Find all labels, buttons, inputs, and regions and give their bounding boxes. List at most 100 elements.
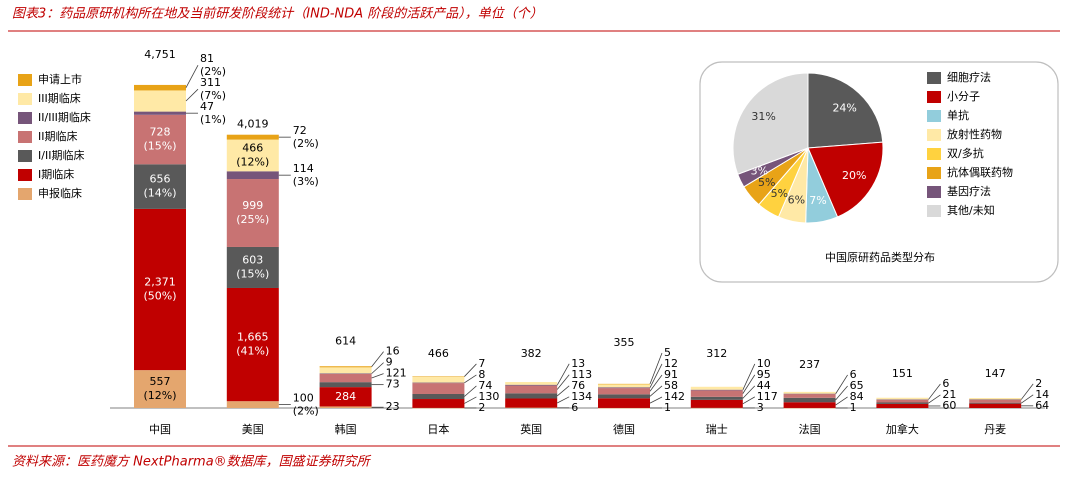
- leader-line: [649, 352, 663, 385]
- value-label: 121: [386, 367, 407, 380]
- legend-swatch: [18, 150, 32, 162]
- value-label: 60: [942, 399, 956, 412]
- bar-segment: [134, 164, 186, 209]
- value-label: 84: [850, 390, 864, 403]
- value-label: 7: [478, 357, 485, 370]
- page-title: 图表3：药品原研机构所在地及当前研发阶段统计（IND-NDA 阶段的活跃产品），…: [12, 6, 543, 22]
- legend-label: 基因疗法: [947, 184, 991, 198]
- bar-segment: [783, 407, 836, 409]
- bar-segment: [319, 366, 372, 368]
- bar-segment: [690, 407, 743, 409]
- x-tick-label: 法国: [799, 422, 821, 436]
- share-label: (25%): [236, 213, 269, 226]
- leader-line: [185, 64, 199, 88]
- bar-segment: [598, 387, 650, 389]
- legend-swatch: [927, 129, 941, 141]
- value-label: 76: [571, 379, 585, 392]
- bar-segment: [969, 399, 1022, 403]
- legend-swatch: [18, 169, 32, 181]
- bar-segment: [505, 384, 558, 386]
- bar-segment: [226, 171, 279, 180]
- bar-segment: [783, 394, 836, 398]
- bar-segment: [134, 370, 186, 408]
- bar-segment: [690, 389, 743, 391]
- legend-swatch: [18, 131, 32, 143]
- share-label: (2%): [200, 65, 226, 78]
- legend-swatch: [927, 72, 941, 84]
- leader-line: [371, 362, 384, 374]
- bar-segment: [412, 376, 465, 377]
- value-label: 3: [757, 401, 764, 414]
- x-tick-label: 丹麦: [984, 423, 1006, 436]
- legend-swatch: [18, 93, 32, 105]
- total-label: 151: [892, 367, 913, 380]
- share-label: (50%): [143, 290, 176, 303]
- bar-segment: [969, 403, 1022, 408]
- bar-segment: [412, 382, 465, 384]
- legend-label: 申报临床: [38, 186, 82, 200]
- bar-segment: [226, 401, 279, 408]
- legend-label: 抗体偶联药物: [947, 165, 1013, 179]
- bar-segment: [969, 398, 1022, 400]
- value-label: 13: [571, 357, 585, 370]
- value-label: 65: [850, 379, 864, 392]
- legend-swatch: [927, 148, 941, 160]
- leader-line: [185, 88, 199, 102]
- value-label: 130: [478, 390, 499, 403]
- bar-segment: [226, 287, 279, 402]
- total-label: 466: [428, 347, 449, 360]
- leader-line: [742, 396, 755, 405]
- leader-line: [649, 396, 663, 404]
- share-label: (3%): [293, 175, 319, 188]
- bar-segment: [134, 111, 186, 115]
- pie-label: 5%: [758, 176, 775, 189]
- bar-segment: [226, 134, 279, 140]
- leader-line: [835, 385, 848, 401]
- x-tick-label: 韩国: [335, 422, 357, 436]
- value-label: 1: [850, 401, 857, 414]
- bar-segment: [783, 397, 836, 403]
- value-label: 12: [664, 357, 678, 370]
- leader-line: [464, 396, 477, 404]
- bar-segment: [598, 394, 650, 399]
- legend-label: 申请上市: [38, 72, 82, 86]
- bar-segment: [783, 402, 836, 408]
- value-label: 142: [664, 390, 685, 403]
- leader-line: [464, 363, 477, 377]
- bar-segment: [505, 385, 558, 394]
- bar-segment: [412, 383, 465, 394]
- value-label: 284: [335, 390, 356, 403]
- share-label: (12%): [143, 389, 176, 402]
- total-label: 614: [335, 335, 356, 348]
- legend-swatch: [18, 74, 32, 86]
- pie-label: 5%: [771, 187, 788, 200]
- share-label: (2%): [293, 137, 319, 150]
- legend-label: 放射性药物: [947, 127, 1002, 141]
- bar-segment: [505, 407, 558, 409]
- total-label: 237: [799, 358, 820, 371]
- leader-line: [649, 363, 663, 388]
- bar-segment: [226, 139, 279, 172]
- leader-line: [1020, 383, 1034, 400]
- value-label: 134: [571, 390, 592, 403]
- bar-segment: [598, 388, 650, 395]
- value-label: 728: [150, 126, 171, 139]
- leader-line: [928, 394, 941, 404]
- bar-segment: [505, 398, 558, 408]
- legend-label: II期临床: [38, 129, 78, 143]
- legend-label: 单抗: [947, 108, 969, 122]
- value-label: 6: [942, 377, 949, 390]
- bar-segment: [319, 406, 372, 408]
- bar-segment: [969, 399, 1022, 400]
- bar-segment: [783, 391, 836, 394]
- value-label: 9: [386, 356, 393, 369]
- legend-swatch: [927, 91, 941, 103]
- total-label: 312: [706, 347, 727, 360]
- legend-label: 小分子: [947, 90, 980, 103]
- bar-segment: [690, 399, 743, 408]
- source: 资料来源：医药魔方 NextPharma®数据库，国盛证券研究所: [12, 454, 372, 470]
- leader-line: [649, 374, 663, 392]
- legend-swatch: [927, 167, 941, 179]
- bar-segment: [226, 246, 279, 288]
